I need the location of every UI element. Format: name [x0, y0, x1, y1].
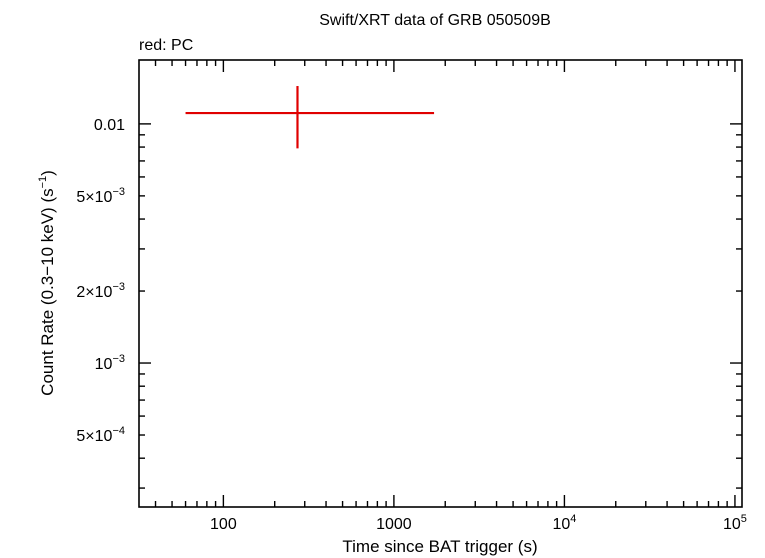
data-marks — [185, 86, 435, 149]
tick-labels: 100 1000 104 105 0.01 5×10−3 2×10−3 10−3 5×10−4 — [76, 117, 746, 533]
plot-frame — [138, 59, 743, 508]
y-tick-label: 10−3 — [95, 353, 125, 373]
x-tick-label: 100 — [210, 516, 237, 533]
x-tick-label: 1000 — [376, 516, 412, 533]
chart-subtitle: red: PC — [139, 37, 193, 54]
y-tick-label: 5×10−3 — [76, 186, 125, 206]
axis-ticks — [139, 60, 742, 507]
y-tick-label: 0.01 — [94, 117, 125, 134]
y-axis-label-tail: ) — [38, 170, 57, 176]
y-tick-label: 2×10−3 — [76, 281, 125, 301]
chart-title: Swift/XRT data of GRB 050509B — [319, 12, 551, 29]
y-axis-label: Count Rate (0.3−10 keV) (s−1) — [37, 170, 57, 396]
y-axis-label-sup: −1 — [37, 176, 49, 189]
y-tick-label: 5×10−4 — [76, 425, 125, 445]
y-axis-label-main: Count Rate (0.3−10 keV) (s — [38, 188, 57, 395]
x-tick-label: 105 — [723, 513, 747, 533]
x-tick-label: 104 — [552, 513, 576, 533]
x-axis-label: Time since BAT trigger (s) — [342, 537, 537, 556]
